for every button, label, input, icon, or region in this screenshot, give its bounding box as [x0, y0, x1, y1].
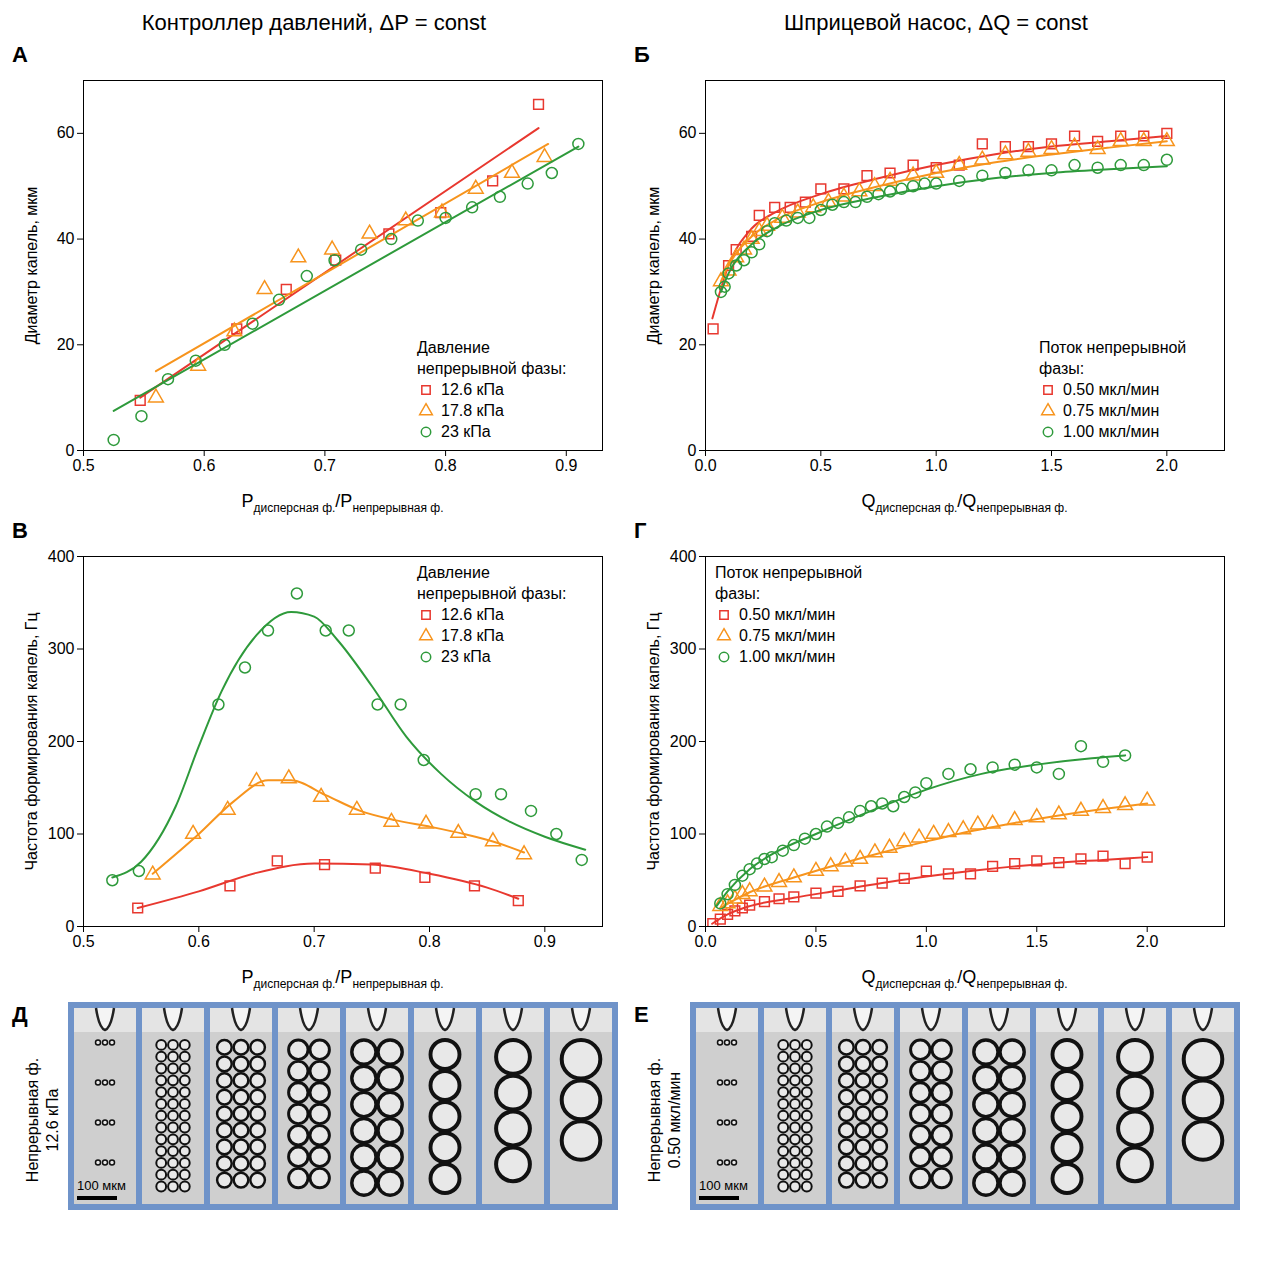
svg-text:0.50 мкл/мин: 0.50 мкл/мин [666, 1072, 683, 1168]
svg-text:0: 0 [687, 917, 697, 935]
html-text:Контроллер давлений, ΔP = cons: Контроллер давлений, ΔP = const [141, 10, 487, 35]
svg-text:0.9: 0.9 [534, 933, 556, 950]
svg-text:2.0: 2.0 [1156, 457, 1178, 474]
svg-text:Непрерывная ф.: Непрерывная ф. [24, 1058, 41, 1182]
html-text:Давление непрерывной фазы:: Давление непрерывной фазы: [417, 564, 567, 602]
svg-text:0.5: 0.5 [72, 933, 94, 950]
svg-text:Непрерывная ф.: Непрерывная ф. [646, 1058, 663, 1182]
html-text:Pдисперсная ф./ Pнепрерывная ф: Pдисперсная ф./ Pнепрерывная ф. [241, 491, 444, 515]
svg-text:60: 60 [679, 124, 697, 141]
svg-text:100: 100 [48, 825, 75, 842]
svg-text:0.8: 0.8 [434, 457, 456, 474]
svg-text:40: 40 [57, 230, 75, 247]
svg-text:0.5: 0.5 [72, 457, 94, 474]
svg-text:0.8: 0.8 [418, 933, 440, 950]
svg-text:20: 20 [679, 336, 697, 353]
svg-text:300: 300 [48, 640, 75, 657]
html-text:23 кПа: 23 кПа [441, 648, 491, 665]
svg-text:300: 300 [670, 640, 697, 657]
svg-text:0.0: 0.0 [694, 933, 716, 950]
svg-text:0: 0 [687, 441, 697, 459]
html-text:А: А [12, 42, 28, 67]
html-text:Поток непрерывной фазы:: Поток непрерывной фазы: [715, 564, 863, 602]
svg-text:60: 60 [57, 124, 75, 141]
svg-text:200: 200 [670, 733, 697, 750]
html-text:1.00 мкл/мин: 1.00 мкл/мин [739, 648, 836, 665]
svg-text:Частота формирования капель, Г: Частота формирования капель, Гц [645, 612, 662, 870]
svg-text:12.6 кПа: 12.6 кПа [44, 1088, 61, 1151]
svg-text:100: 100 [670, 825, 697, 842]
html-text:0.75 мкл/мин: 0.75 мкл/мин [739, 627, 836, 644]
svg-text:1.0: 1.0 [915, 933, 937, 950]
svg-text:0.5: 0.5 [810, 457, 832, 474]
html-text:12.6 кПа: 12.6 кПа [441, 606, 504, 623]
svg-text:1.0: 1.0 [925, 457, 947, 474]
html-text:17.8 кПа: 17.8 кПа [441, 627, 504, 644]
svg-text:0.7: 0.7 [314, 457, 336, 474]
html-text:Б: Б [634, 42, 650, 67]
html-text:Шприцевой насос, ΔQ = const: Шприцевой насос, ΔQ = const [784, 10, 1088, 35]
html-text:12.6 кПа: 12.6 кПа [441, 381, 504, 398]
svg-text:1.5: 1.5 [1040, 457, 1062, 474]
svg-text:100 мкм: 100 мкм [699, 1178, 748, 1193]
svg-text:0.7: 0.7 [303, 933, 325, 950]
svg-text:Диаметр капель, мкм: Диаметр капель, мкм [645, 187, 662, 345]
html-text:Pдисперсная ф./ Pнепрерывная ф: Pдисперсная ф./ Pнепрерывная ф. [241, 967, 444, 991]
html-text:В: В [12, 518, 28, 543]
html-text:Поток непрерывной фазы:: Поток непрерывной фазы: [1039, 339, 1187, 377]
html-text:23 кПа: 23 кПа [441, 423, 491, 440]
svg-text:2.0: 2.0 [1136, 933, 1158, 950]
svg-text:0.9: 0.9 [555, 457, 577, 474]
html-text:Qдисперсная ф./ Qнепрерывная ф: Qдисперсная ф./ Qнепрерывная ф. [861, 491, 1068, 515]
html-text:0.50 мкл/мин: 0.50 мкл/мин [1063, 381, 1160, 398]
svg-text:400: 400 [48, 548, 75, 565]
html-text:0.50 мкл/мин: 0.50 мкл/мин [739, 606, 836, 623]
svg-text:0: 0 [65, 917, 75, 935]
html-text:Г: Г [634, 518, 647, 543]
html-text:1.00 мкл/мин: 1.00 мкл/мин [1063, 423, 1160, 440]
svg-text:40: 40 [679, 230, 697, 247]
svg-text:0.6: 0.6 [188, 933, 210, 950]
html-text:17.8 кПа: 17.8 кПа [441, 402, 504, 419]
svg-text:1.5: 1.5 [1026, 933, 1048, 950]
svg-text:0.6: 0.6 [193, 457, 215, 474]
html-text:0.75 мкл/мин: 0.75 мкл/мин [1063, 402, 1160, 419]
svg-text:100 мкм: 100 мкм [77, 1178, 126, 1193]
html-text:Давление непрерывной фазы:: Давление непрерывной фазы: [417, 339, 567, 377]
svg-text:Диаметр капель, мкм: Диаметр капель, мкм [23, 187, 40, 345]
svg-text:400: 400 [670, 548, 697, 565]
html-text:Qдисперсная ф./ Qнепрерывная ф: Qдисперсная ф./ Qнепрерывная ф. [861, 967, 1068, 991]
svg-text:20: 20 [57, 336, 75, 353]
svg-text:200: 200 [48, 733, 75, 750]
svg-text:Д: Д [12, 1002, 28, 1027]
svg-text:0: 0 [65, 441, 75, 459]
svg-text:Частота формирования капель, Г: Частота формирования капель, Гц [23, 612, 40, 870]
svg-text:0.5: 0.5 [805, 933, 827, 950]
svg-text:Е: Е [634, 1002, 649, 1027]
svg-text:0.0: 0.0 [694, 457, 716, 474]
